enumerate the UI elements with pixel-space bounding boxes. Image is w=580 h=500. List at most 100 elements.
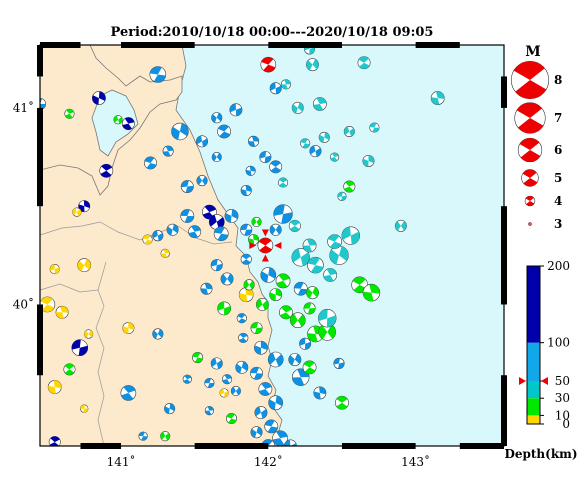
event-mechanism	[288, 353, 302, 366]
event-mechanism	[313, 386, 327, 400]
event-mechanism	[268, 395, 284, 411]
event-mechanism	[217, 301, 232, 316]
lon-label-141: 141˚	[107, 454, 136, 469]
event-mechanism	[229, 103, 243, 117]
frame-tick-bottom	[459, 443, 504, 449]
event-mechanism	[211, 151, 222, 163]
event-mechanism	[204, 406, 214, 416]
magnitude-label: 5	[554, 171, 562, 185]
prefecture-borders	[40, 221, 233, 446]
event-mechanism	[302, 360, 317, 375]
event-mechanism	[362, 283, 381, 302]
event-mechanism	[243, 279, 255, 291]
event-mechanism	[217, 124, 232, 139]
event-mechanism	[309, 145, 322, 158]
frame-tick-right	[501, 375, 507, 446]
event-mechanism	[164, 403, 176, 415]
event-mechanism	[333, 357, 345, 369]
event-mechanism	[71, 339, 89, 356]
event-mechanism	[40, 296, 56, 313]
depth-band	[527, 415, 540, 424]
magnitude-label: 3	[554, 217, 562, 231]
map-area	[40, 45, 504, 446]
depth-label: 200	[547, 259, 570, 273]
frame-tick-top	[268, 42, 342, 48]
highlight-marker	[274, 242, 282, 249]
event-mechanism	[99, 163, 114, 178]
event-mechanism	[160, 431, 171, 442]
event-mechanism	[213, 226, 229, 242]
event-mechanism	[267, 351, 284, 368]
magnitude-legend-symbol	[514, 102, 546, 134]
event-mechanism	[302, 238, 317, 253]
event-mechanism	[152, 328, 164, 340]
event-mechanism	[77, 258, 92, 273]
frame-tick-left	[37, 107, 43, 207]
event-mechanism	[258, 382, 273, 396]
event-mechanism	[306, 286, 319, 300]
event-mechanism	[357, 56, 371, 70]
magnitude-legend: M 8 7 6 5 4 3	[510, 44, 562, 231]
magnitude-legend-symbol	[510, 60, 550, 100]
event-mechanism	[264, 419, 279, 434]
depth-scale-title: Depth(km)	[504, 447, 577, 461]
depth-label: 30	[555, 391, 570, 405]
event-mechanism	[430, 91, 445, 105]
depth-marker-right	[541, 377, 548, 385]
event-mechanism	[362, 154, 375, 167]
event-mechanism	[259, 151, 272, 164]
event-mechanism	[275, 273, 291, 289]
depth-band	[527, 381, 540, 399]
event-mechanism	[208, 214, 225, 230]
magnitude-label: 4	[554, 194, 562, 208]
event-mechanism	[121, 117, 135, 131]
event-mechanism	[248, 135, 260, 147]
event-mechanism	[113, 115, 123, 125]
event-mechanism	[230, 385, 241, 397]
event-mechanism	[341, 226, 361, 245]
event-mechanism	[260, 267, 277, 283]
event-mechanism	[160, 248, 170, 258]
event-mechanism	[171, 122, 189, 141]
depth-label: 100	[547, 336, 570, 350]
event-mechanism	[238, 332, 249, 343]
frame-tick-left	[37, 304, 43, 376]
event-mechanism	[291, 101, 304, 114]
event-mechanism	[293, 281, 308, 296]
event-mechanism	[306, 58, 319, 72]
frame-tick-bottom	[341, 443, 416, 449]
event-mechanism	[299, 337, 312, 350]
event-mechanism	[269, 82, 282, 95]
event-mechanism	[47, 380, 62, 394]
depth-band	[527, 342, 540, 381]
depth-label: 10	[555, 408, 570, 422]
event-mechanism	[222, 374, 233, 385]
event-mechanism	[269, 160, 283, 174]
highlight-marker	[261, 229, 269, 237]
event-mechanism	[219, 388, 229, 398]
event-mechanism	[210, 259, 223, 272]
event-mechanism	[49, 264, 60, 275]
highlight-layer	[249, 229, 282, 262]
event-mechanism	[152, 230, 164, 242]
event-mechanism	[188, 225, 202, 239]
event-mechanism	[236, 313, 247, 324]
event-mechanism	[329, 245, 349, 265]
event-mechanism	[142, 234, 153, 245]
event-mechanism	[200, 282, 213, 295]
magnitude-label: 7	[554, 111, 562, 125]
event-mechanism	[204, 378, 215, 389]
event-mechanism	[55, 305, 69, 319]
magnitude-label: 8	[554, 73, 562, 87]
event-mechanism	[144, 156, 157, 170]
frame-tick-top	[40, 42, 81, 48]
event-mechanism	[250, 322, 263, 335]
event-mechanism	[196, 175, 208, 187]
event-mechanism	[149, 66, 167, 83]
event-mechanism	[323, 268, 338, 282]
event-mechanism	[196, 135, 209, 148]
event-mechanism	[260, 56, 277, 73]
event-mechanism	[343, 125, 355, 138]
event-mechanism	[303, 302, 316, 315]
event-mechanism	[225, 412, 238, 425]
